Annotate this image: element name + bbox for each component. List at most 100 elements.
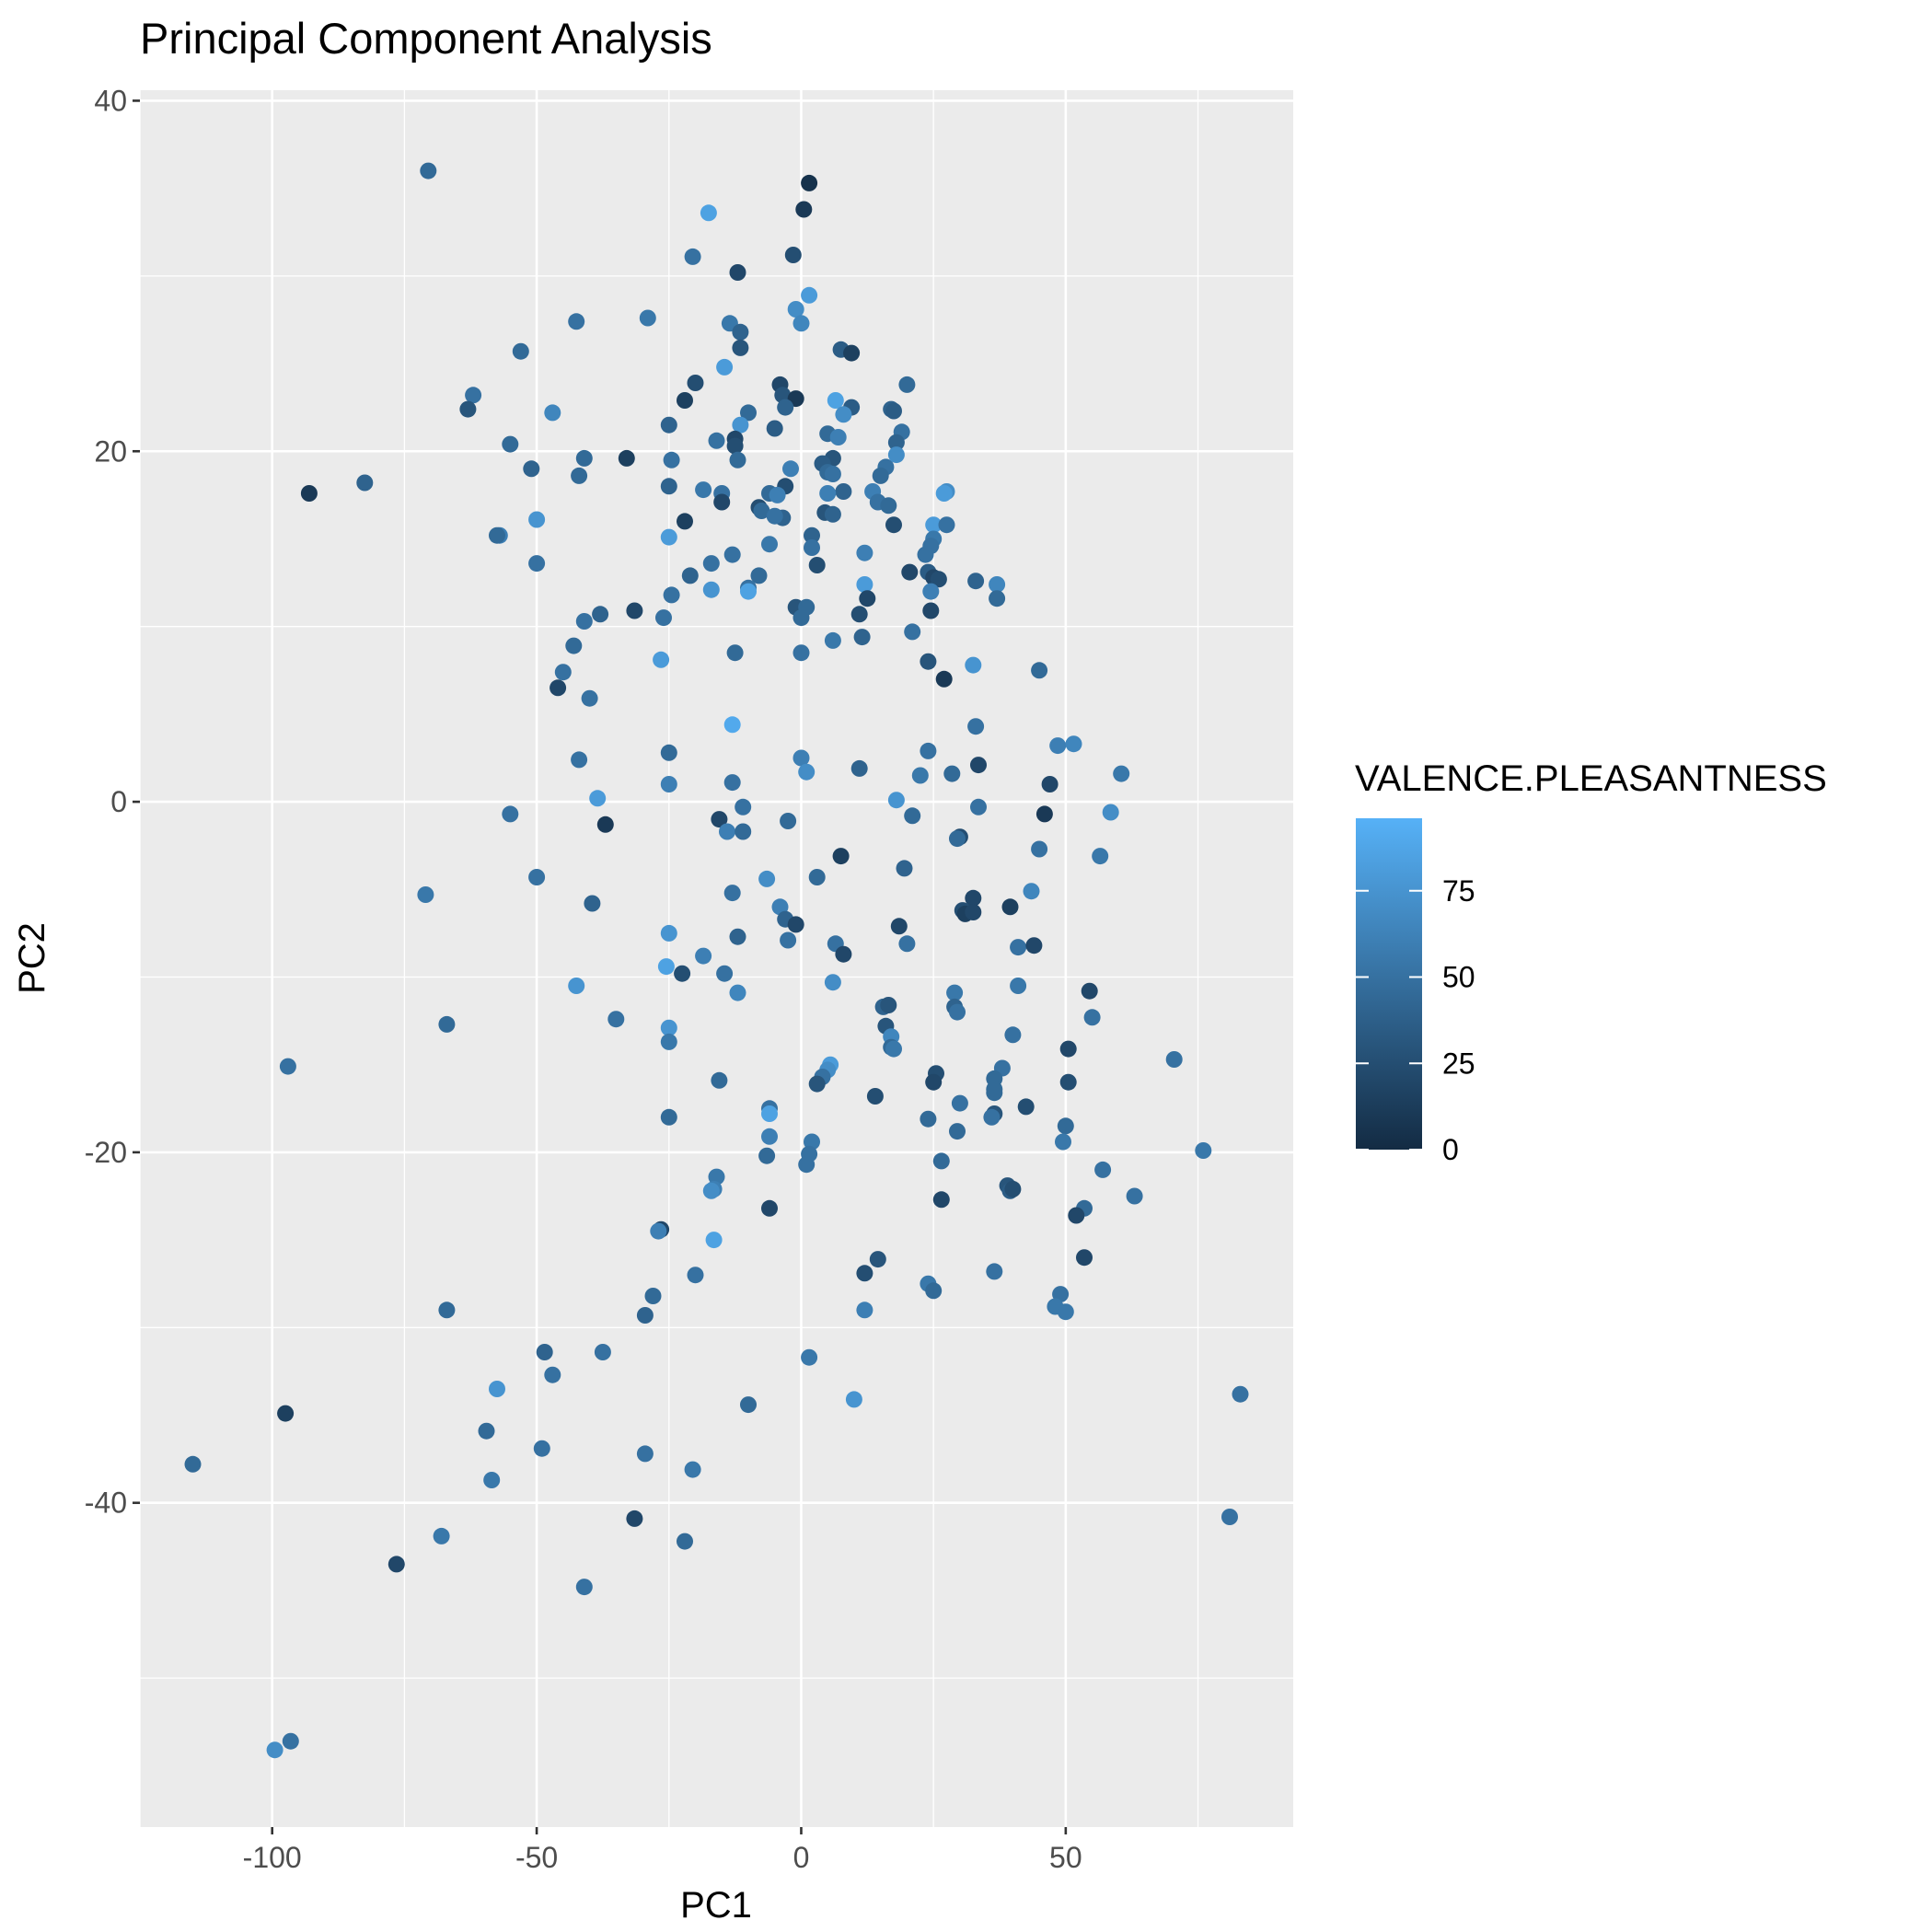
data-point xyxy=(684,1461,701,1478)
data-point xyxy=(626,1510,643,1527)
data-point xyxy=(885,402,902,420)
data-point xyxy=(904,807,921,825)
data-point xyxy=(1049,737,1067,755)
data-point xyxy=(853,629,871,646)
data-point xyxy=(660,416,677,434)
data-point xyxy=(639,309,656,327)
data-point xyxy=(478,1422,495,1440)
data-point xyxy=(885,1040,902,1058)
data-point xyxy=(657,958,675,976)
data-point xyxy=(943,765,961,782)
data-point xyxy=(989,576,1006,593)
data-point xyxy=(1083,1009,1101,1026)
data-point xyxy=(695,947,712,965)
data-point xyxy=(575,449,593,467)
data-point xyxy=(1065,735,1082,753)
data-point xyxy=(711,1071,728,1089)
data-point xyxy=(502,435,519,453)
data-point xyxy=(887,446,905,464)
data-point xyxy=(677,392,693,409)
data-point xyxy=(761,1128,778,1145)
data-point xyxy=(681,567,699,584)
data-point xyxy=(660,744,677,761)
data-point xyxy=(653,651,670,668)
data-point xyxy=(898,376,916,393)
data-point xyxy=(660,1108,677,1126)
data-point xyxy=(804,539,820,556)
data-point xyxy=(596,816,614,833)
data-point xyxy=(761,536,778,553)
data-point xyxy=(1031,840,1048,858)
data-point xyxy=(459,400,477,418)
data-point xyxy=(702,555,720,573)
data-point xyxy=(801,286,818,304)
data-point xyxy=(869,1251,886,1268)
data-point xyxy=(901,563,919,581)
data-point xyxy=(729,984,746,1001)
data-point xyxy=(951,1094,968,1112)
data-point xyxy=(417,886,434,903)
data-point xyxy=(726,437,744,455)
data-point xyxy=(502,805,519,823)
data-point xyxy=(489,526,505,544)
data-point xyxy=(829,429,847,445)
data-point xyxy=(986,1263,1003,1280)
data-point xyxy=(732,339,749,356)
data-point xyxy=(1092,848,1109,865)
data-point xyxy=(938,516,955,534)
data-point xyxy=(716,965,734,982)
legend-tick-label: 25 xyxy=(1442,1047,1475,1080)
data-point xyxy=(592,606,609,623)
data-point xyxy=(528,869,546,885)
data-point xyxy=(845,1391,862,1408)
data-point xyxy=(711,811,728,828)
data-point xyxy=(835,406,852,423)
data-point xyxy=(949,1003,966,1021)
data-point xyxy=(433,1527,450,1544)
data-point xyxy=(750,567,768,584)
data-point xyxy=(581,689,598,707)
legend-tick-label: 0 xyxy=(1442,1133,1459,1166)
data-point xyxy=(663,586,680,604)
data-point xyxy=(986,1084,1003,1102)
data-point xyxy=(885,516,902,534)
data-point xyxy=(729,451,746,469)
data-point xyxy=(702,1182,720,1199)
data-point xyxy=(544,1366,561,1383)
data-point xyxy=(856,1265,873,1282)
data-point xyxy=(636,1445,654,1463)
data-point xyxy=(660,1033,677,1050)
data-point xyxy=(887,434,905,451)
data-point xyxy=(700,204,717,222)
data-point xyxy=(1126,1187,1143,1205)
data-point xyxy=(660,1019,677,1036)
data-point xyxy=(1010,978,1027,994)
data-point xyxy=(1232,1385,1249,1403)
data-point xyxy=(528,555,546,573)
data-point xyxy=(732,323,749,341)
data-point xyxy=(850,606,868,623)
data-point xyxy=(677,513,693,530)
data-point xyxy=(1076,1249,1093,1267)
data-point xyxy=(792,749,810,767)
data-point xyxy=(766,420,783,437)
grid-minor xyxy=(139,90,1293,1827)
data-point xyxy=(684,248,701,265)
legend-colorbar xyxy=(1356,818,1422,1150)
data-point xyxy=(917,546,934,563)
data-point xyxy=(1017,1098,1035,1116)
data-point xyxy=(835,945,852,963)
data-point xyxy=(753,503,770,519)
data-point xyxy=(740,404,757,422)
data-point xyxy=(922,583,940,600)
data-point xyxy=(713,493,731,511)
data-point xyxy=(824,974,841,991)
data-point xyxy=(787,916,804,933)
data-point xyxy=(536,1344,553,1360)
data-point xyxy=(922,602,940,619)
data-point xyxy=(300,485,318,502)
data-point xyxy=(1068,1207,1085,1224)
data-point xyxy=(890,918,908,935)
y-tick-label: 20 xyxy=(94,434,127,468)
data-point xyxy=(758,870,776,887)
